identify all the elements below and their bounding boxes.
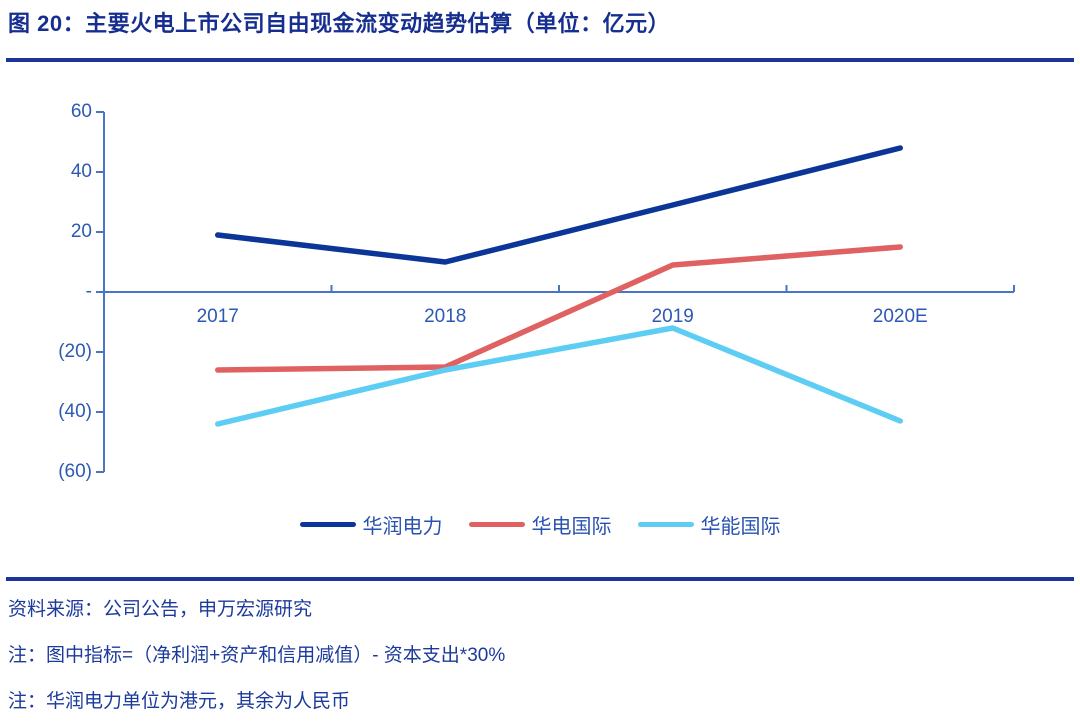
y-axis-label: (20) — [58, 341, 92, 362]
title-divider — [6, 58, 1074, 62]
y-axis-label: (40) — [58, 401, 92, 422]
y-axis-label: (60) — [58, 461, 92, 482]
legend-label: 华润电力 — [362, 516, 443, 538]
currency-note: 注：华润电力单位为港元，其余为人民币 — [8, 691, 351, 712]
legend-swatch-icon — [468, 522, 525, 527]
legend-label: 华电国际 — [531, 516, 612, 538]
footer-divider — [6, 577, 1074, 581]
chart-area: 60 40 20 - (20) (40) (60) 2017 2018 2019 2020E 华润… — [0, 101, 1080, 539]
x-axis-label: 2018 — [424, 306, 467, 327]
y-axis-label: 20 — [70, 221, 92, 242]
series-line-2 — [215, 325, 903, 427]
y-axis-label: - — [85, 281, 92, 302]
source-note: 资料来源：公司公告，申万宏源研究 — [8, 599, 313, 620]
series-line-0 — [215, 145, 903, 265]
page-title: 图 20：主要火电上市公司自由现金流变动趋势估算（单位：亿元） — [8, 11, 671, 36]
legend-item-0: 华润电力 — [299, 510, 443, 539]
legend-swatch-icon — [637, 522, 694, 527]
y-axis-label: 60 — [70, 101, 92, 122]
legend-item-2: 华能国际 — [637, 510, 781, 539]
chart-svg — [96, 111, 1015, 473]
chart-legend: 华润电力 华电国际 华能国际 — [0, 510, 1080, 539]
series-line-1 — [215, 244, 903, 373]
metric-note: 注：图中指标=（净利润+资产和信用减值）- 资本支出*30% — [8, 645, 506, 666]
x-axis-label: 2020E — [872, 306, 928, 327]
y-axis-label: 40 — [70, 161, 92, 182]
legend-item-1: 华电国际 — [468, 510, 612, 539]
x-axis-label: 2017 — [196, 306, 239, 327]
legend-label: 华能国际 — [700, 516, 781, 538]
legend-swatch-icon — [299, 522, 356, 527]
x-axis-label: 2019 — [651, 306, 694, 327]
